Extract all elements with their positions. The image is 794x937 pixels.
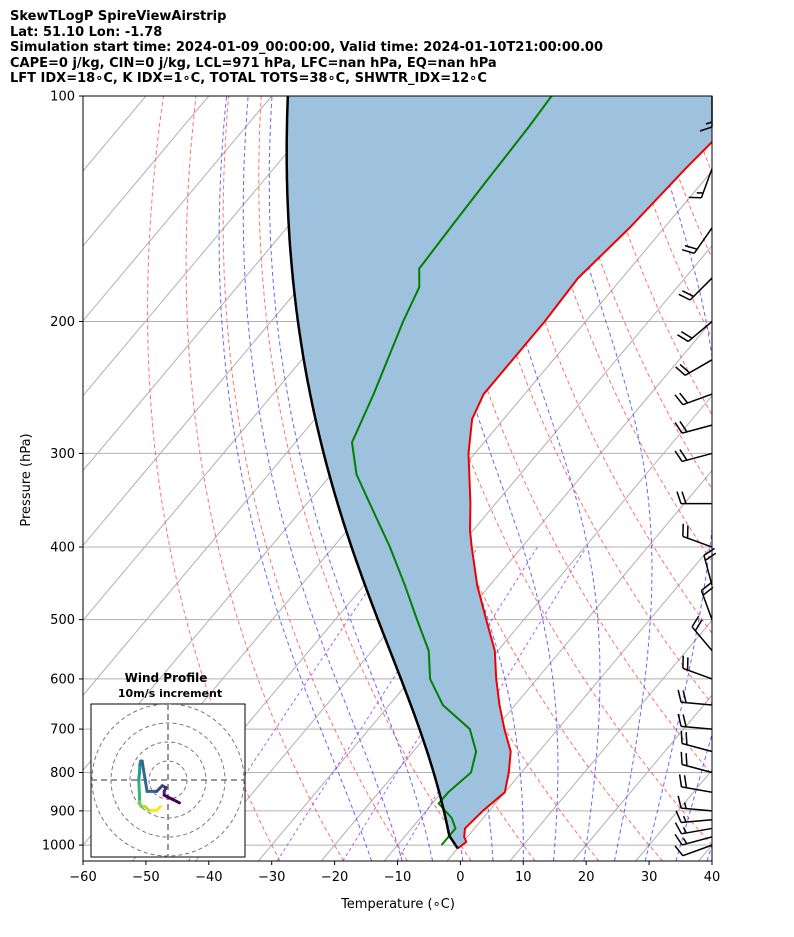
- header: SkewTLogP SpireViewAirstrip Lat: 51.10 L…: [10, 9, 603, 87]
- dry-adiabat: [423, 96, 712, 776]
- wind-barb: [682, 655, 713, 680]
- temperature-line: [457, 140, 712, 850]
- y-tick-label: 300: [50, 447, 75, 462]
- wind-barb: [703, 547, 717, 586]
- cin-shading: [286, 96, 712, 849]
- wind-barb: [691, 615, 713, 652]
- moist-adiabat: [471, 96, 601, 861]
- y-tick-label: 500: [50, 613, 75, 628]
- wind-barb: [675, 810, 713, 824]
- moist-adiabat: [242, 96, 403, 861]
- moist-adiabat: [268, 96, 434, 861]
- isotherm-line: [572, 694, 712, 861]
- header-indices-1: CAPE=0 j/kg, CIN=0 j/kg, LCL=971 hPa, LF…: [10, 55, 497, 71]
- wind-barb: [677, 320, 713, 343]
- wind-barb: [682, 523, 713, 548]
- y-tick-label: 1000: [42, 839, 75, 854]
- dry-adiabat: [684, 96, 712, 175]
- header-title: SkewTLogP SpireViewAirstrip: [10, 9, 227, 24]
- isotherm-line: [509, 619, 712, 861]
- parcel-path: [285, 96, 459, 849]
- x-tick-label: −60: [69, 870, 96, 885]
- y-tick-label: 900: [50, 804, 75, 819]
- wind-barb: [680, 730, 713, 753]
- dry-adiabat: [750, 96, 794, 861]
- isotherm-line: [257, 319, 712, 861]
- dry-adiabat: [783, 96, 794, 861]
- x-axis-label: Temperature (∘C): [340, 897, 455, 912]
- header-indices-2: LFT IDX=18∘C, K IDX=1∘C, TOTAL TOTS=38∘C…: [10, 71, 487, 86]
- wind-barb: [674, 420, 713, 434]
- dry-adiabat: [222, 96, 408, 861]
- wind-barb: [688, 168, 713, 199]
- x-tick-label: 40: [704, 870, 721, 885]
- moist-adiabat: [413, 96, 559, 861]
- header-location: Lat: 51.10 Lon: -1.78: [10, 24, 163, 40]
- wind-barb: [700, 582, 714, 620]
- x-tick-label: −20: [321, 870, 348, 885]
- wind-barb: [674, 392, 713, 406]
- wind-barb: [674, 449, 713, 463]
- wind-barb: [677, 689, 713, 706]
- y-tick-label: 400: [50, 541, 75, 556]
- y-tick-label: 200: [50, 315, 75, 330]
- x-tick-label: 20: [578, 870, 595, 885]
- y-tick-label: 700: [50, 723, 75, 738]
- x-tick-label: 10: [515, 870, 532, 885]
- x-tick-label: 30: [641, 870, 658, 885]
- dry-adiabat: [553, 96, 712, 490]
- isotherm-line: [195, 245, 712, 861]
- x-tick-label: 0: [456, 870, 464, 885]
- hodograph-segment: [141, 767, 149, 793]
- dry-adiabat: [185, 96, 345, 861]
- dry-adiabat: [147, 96, 281, 861]
- y-tick-label: 100: [50, 90, 75, 105]
- header-times: Simulation start time: 2024-01-09_00:00:…: [10, 40, 603, 55]
- wind-barb: [674, 844, 713, 857]
- x-tick-label: −40: [195, 870, 222, 885]
- isotherm-line: [83, 96, 335, 397]
- moist-adiabat: [218, 96, 373, 861]
- hodograph-segment: [170, 797, 181, 805]
- moist-adiabat: [706, 843, 712, 861]
- x-tick-label: −50: [132, 870, 159, 885]
- wind-barb: [677, 713, 713, 730]
- hodograph-subtitle: 10m/s increment: [118, 687, 222, 700]
- wind-barb: [675, 359, 713, 376]
- isotherm-line: [83, 96, 210, 247]
- moist-adiabat: [545, 96, 653, 861]
- wind-barb: [680, 751, 713, 774]
- hodograph-title: Wind Profile: [125, 671, 208, 685]
- dry-adiabat: [391, 96, 712, 846]
- isotherm-line: [83, 96, 84, 97]
- x-tick-label: −10: [384, 870, 411, 885]
- y-tick-label: 800: [50, 766, 75, 781]
- dry-adiabat: [651, 96, 712, 260]
- wind-barb: [681, 227, 713, 255]
- wind-barb: [677, 795, 713, 812]
- wind-barb: [678, 774, 713, 793]
- dewpoint-line: [350, 96, 553, 846]
- dry-adiabat: [258, 96, 472, 861]
- wind-barb: [674, 822, 713, 835]
- y-axis-label: Pressure (hPa): [19, 433, 34, 526]
- dry-adiabat: [717, 96, 794, 861]
- isotherm-line: [83, 96, 273, 322]
- isotherm-line: [698, 844, 712, 861]
- dry-adiabat: [325, 96, 600, 861]
- y-tick-label: 600: [50, 672, 75, 687]
- wind-barb: [678, 277, 713, 301]
- wind-barb: [676, 491, 712, 505]
- hodograph-plot: [91, 704, 245, 857]
- dry-adiabat: [586, 96, 712, 416]
- isotherm-line: [635, 769, 712, 861]
- x-tick-label: −30: [258, 870, 285, 885]
- wind-barb: [674, 833, 713, 846]
- wind-barb: [699, 96, 713, 132]
- isotherm-line: [446, 544, 712, 861]
